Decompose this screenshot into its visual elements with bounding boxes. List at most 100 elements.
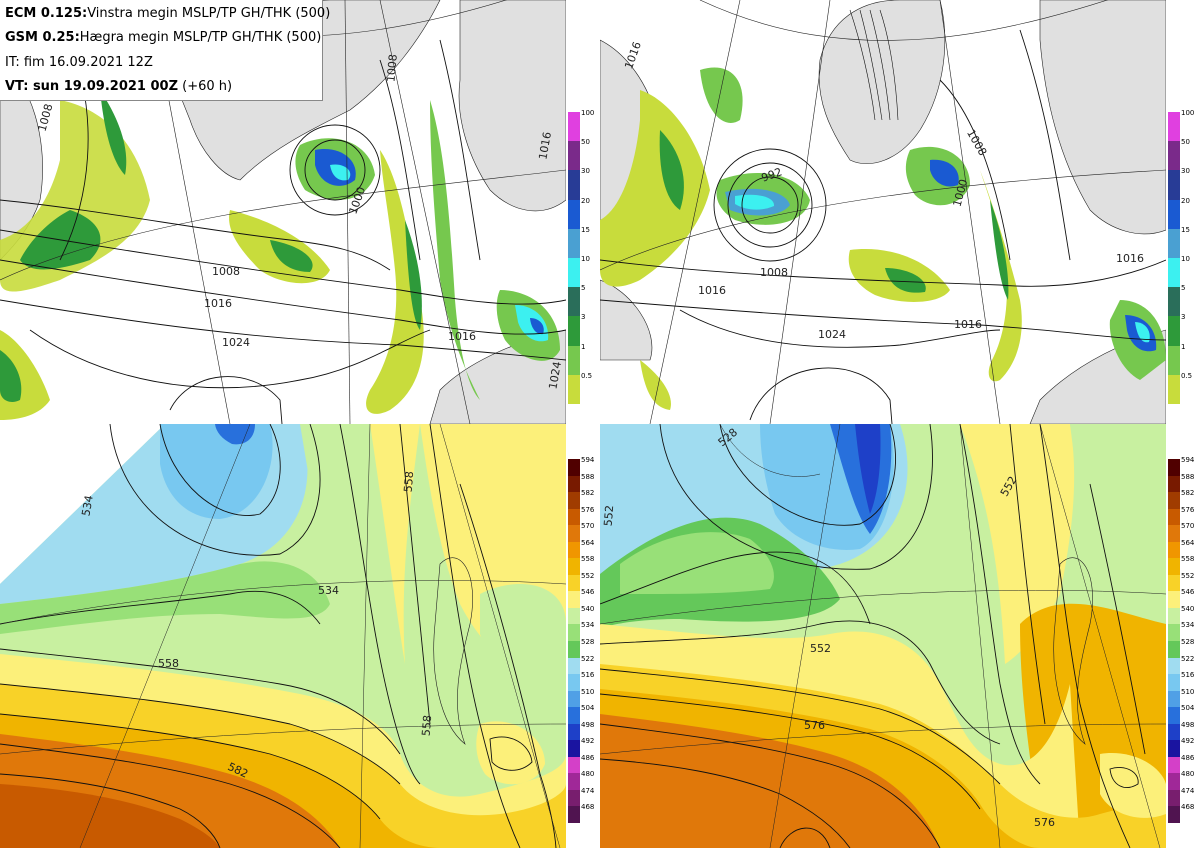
colorbar-tick-label: 480 xyxy=(1181,770,1195,779)
scandinavia-landmass xyxy=(1039,0,1166,235)
colorbar-swatch xyxy=(1168,574,1180,592)
colorbar-tick-label: 540 xyxy=(581,604,595,613)
isobar-label: 1016 xyxy=(448,330,476,343)
colorbar-tick-label: 100 xyxy=(581,109,595,117)
isobar-label: 1016 xyxy=(204,297,232,310)
colorbar-tick-label: 528 xyxy=(581,638,595,646)
colorbar-tick-label: 564 xyxy=(581,538,595,547)
colorbar-tick-label: 480 xyxy=(581,770,595,779)
colorbar-swatch xyxy=(568,258,580,288)
colorbar-swatch xyxy=(1168,316,1180,347)
colorbar-tick-label: 5 xyxy=(581,284,586,293)
colorbar-tick-label: 3 xyxy=(581,313,586,322)
colorbar-swatch xyxy=(568,574,580,592)
colorbar-tick-label: 15 xyxy=(1181,225,1190,234)
colorbar-swatch xyxy=(1168,112,1180,142)
colorbar-swatch xyxy=(1168,707,1180,725)
colorbar-swatch xyxy=(1168,228,1180,259)
precip-colorbar: 100 50 30 20 15 10 5 3 1 0.5 xyxy=(1168,109,1200,405)
colorbar-tick-label: 522 xyxy=(581,654,595,663)
colorbar-tick-label: 492 xyxy=(581,737,595,746)
colorbar-tick-label: 15 xyxy=(581,225,590,234)
colorbar-swatch xyxy=(1168,624,1180,642)
thickness-label: 576 xyxy=(1034,816,1055,829)
colorbar-tick-label: 474 xyxy=(581,786,595,795)
thickness-colorbar: 594 588 582 576 570 564 558 552 546 540 534 528 522 5… xyxy=(568,456,602,824)
colorbar-swatch xyxy=(568,475,580,493)
colorbar-swatch xyxy=(1168,475,1180,493)
colorbar-tick-label: 588 xyxy=(1181,472,1195,481)
colorbar-tick-label: 570 xyxy=(1181,522,1195,531)
colorbar-swatch xyxy=(1168,287,1180,317)
colorbar-swatch xyxy=(1168,345,1180,376)
colorbar-tick-label: 5 xyxy=(1181,284,1186,293)
colorbar-tick-label: 516 xyxy=(1181,671,1195,680)
gsm-thickness-map: 552 528 552 576 576 552 xyxy=(600,424,1166,848)
colorbar-swatch xyxy=(1168,508,1180,526)
ecm-thickness-map: 534 558 558 582 534 558 xyxy=(0,424,566,848)
colorbar-swatch xyxy=(1168,607,1180,625)
colorbar-tick-label: 558 xyxy=(1181,555,1195,564)
colorbar-tick-label: 498 xyxy=(1181,720,1195,729)
thickness-label: 558 xyxy=(419,715,434,737)
thickness-label: 534 xyxy=(79,494,95,517)
isobar-label: 1024 xyxy=(546,360,564,390)
colorbar-swatch xyxy=(1168,591,1180,609)
model-name: GSM 0.25: xyxy=(5,30,80,45)
colorbar-tick-label: 582 xyxy=(1181,489,1195,498)
thickness-label: 558 xyxy=(158,657,179,670)
colorbar-tick-label: 474 xyxy=(1181,786,1195,795)
colorbar-swatch xyxy=(568,591,580,609)
colorbar-tick-label: 3 xyxy=(1181,313,1186,322)
thickness-label: 576 xyxy=(804,719,825,732)
colorbar-swatch xyxy=(568,459,580,477)
colorbar-swatch xyxy=(568,740,580,758)
colorbar-tick-label: 0.5 xyxy=(581,371,593,380)
colorbar-swatch xyxy=(1168,740,1180,758)
colorbar-tick-label: 588 xyxy=(581,472,595,481)
colorbar-tick-label: 552 xyxy=(581,571,595,580)
thickness-label: 558 xyxy=(401,471,416,493)
colorbar-swatch xyxy=(568,141,580,171)
colorbar-swatch xyxy=(1168,789,1180,807)
colorbar-tick-label: 534 xyxy=(1181,621,1195,630)
isobar-label: 1024 xyxy=(818,328,846,341)
colorbar-tick-label: 30 xyxy=(581,167,590,176)
isobar-label: 1016 xyxy=(954,318,982,331)
colorbar-tick-label: 546 xyxy=(581,588,595,597)
colorbar-swatch xyxy=(568,674,580,692)
colorbar-swatch xyxy=(1168,258,1180,288)
colorbar-swatch xyxy=(1168,756,1180,774)
colorbar-swatch xyxy=(568,773,580,791)
colorbar-tick-label: 540 xyxy=(1181,604,1195,613)
colorbar-tick-label: 50 xyxy=(581,138,590,147)
colorbar-tick-label: 576 xyxy=(581,505,595,514)
valid-time: VT: sun 19.09.2021 00Z xyxy=(5,79,178,94)
colorbar-swatch xyxy=(1168,690,1180,708)
colorbar-swatch xyxy=(568,492,580,510)
colorbar-tick-label: 570 xyxy=(581,522,595,531)
colorbar-tick-label: 558 xyxy=(581,555,595,564)
colorbar-swatch xyxy=(1168,492,1180,510)
colorbar-tick-label: 468 xyxy=(1181,803,1195,812)
colorbar-swatch xyxy=(1168,374,1180,405)
colorbar-tick-label: 510 xyxy=(581,687,595,696)
colorbar-tick-label: 594 xyxy=(1181,456,1195,464)
colorbar-swatch xyxy=(568,657,580,675)
colorbar-tick-label: 100 xyxy=(1181,109,1195,117)
colorbar-tick-label: 20 xyxy=(1181,196,1190,205)
isobar-label: 1008 xyxy=(760,266,788,279)
colorbar-swatch xyxy=(1168,199,1180,230)
colorbar-swatch xyxy=(568,789,580,807)
colorbar-swatch xyxy=(568,228,580,259)
colorbar-tick-label: 468 xyxy=(581,803,595,812)
colorbar-tick-label: 528 xyxy=(1181,638,1195,646)
isobar-label: 1016 xyxy=(1116,252,1144,265)
colorbar-swatch xyxy=(568,756,580,774)
colorbar-tick-label: 510 xyxy=(1181,687,1195,696)
colorbar-tick-label: 498 xyxy=(581,720,595,729)
isobar-label: 1016 xyxy=(536,131,554,161)
colorbar-swatch xyxy=(1168,773,1180,791)
colorbar-swatch xyxy=(1168,141,1180,171)
colorbar-swatch xyxy=(1168,525,1180,543)
